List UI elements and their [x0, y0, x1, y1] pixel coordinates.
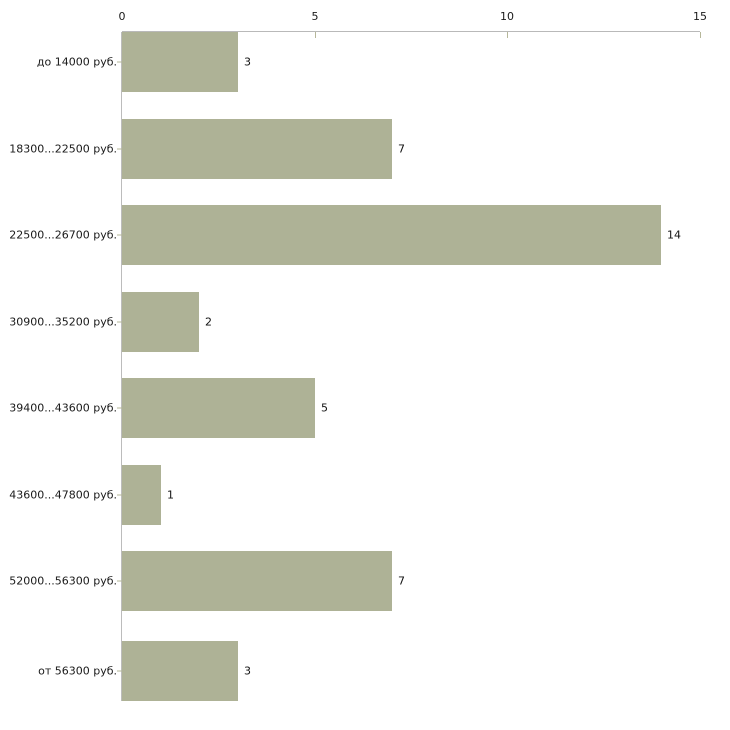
x-axis-tick-5: [315, 32, 316, 38]
x-axis-line: [122, 31, 700, 32]
category-label: 39400...43600 руб.: [9, 401, 117, 415]
category-label: 18300...22500 руб.: [9, 142, 117, 156]
bar-row: до 14000 руб. 3: [0, 32, 730, 92]
category-tick: [117, 580, 122, 582]
category-label: от 56300 руб.: [38, 664, 117, 678]
category-tick: [117, 407, 122, 409]
bar-value-label: 7: [398, 142, 405, 156]
category-label: 22500...26700 руб.: [9, 228, 117, 242]
bar-value-label: 5: [321, 401, 328, 415]
bar-value-label: 1: [167, 488, 174, 502]
category-label: 30900...35200 руб.: [9, 315, 117, 329]
category-tick: [117, 61, 122, 63]
x-axis-tick-label-15: 15: [693, 10, 707, 23]
x-axis-tick-10: [507, 32, 508, 38]
bar-value-label: 3: [244, 55, 251, 69]
bar-value-label: 2: [205, 315, 212, 329]
bar[interactable]: [122, 205, 661, 265]
category-tick: [117, 234, 122, 236]
bar[interactable]: [122, 551, 392, 611]
bar-value-label: 7: [398, 574, 405, 588]
bar-row: 39400...43600 руб. 5: [0, 378, 730, 438]
category-tick: [117, 670, 122, 672]
bar-value-label: 3: [244, 664, 251, 678]
x-axis-tick-label-10: 10: [500, 10, 514, 23]
bar[interactable]: [122, 32, 238, 92]
bar[interactable]: [122, 641, 238, 701]
x-axis-tick-label-5: 5: [311, 10, 319, 23]
bar-value-label: 14: [667, 228, 681, 242]
bar-row: 22500...26700 руб. 14: [0, 205, 730, 265]
category-tick: [117, 148, 122, 150]
category-label: до 14000 руб.: [36, 55, 117, 69]
y-axis-baseline: [121, 32, 122, 701]
bar[interactable]: [122, 119, 392, 179]
category-label: 52000...56300 руб.: [9, 574, 117, 588]
bar-row: 30900...35200 руб. 2: [0, 292, 730, 352]
bar[interactable]: [122, 378, 315, 438]
x-axis-tick-15: [700, 32, 701, 38]
x-axis-tick-label-0: 0: [118, 10, 126, 23]
category-label: 43600...47800 руб.: [9, 488, 117, 502]
bar[interactable]: [122, 465, 161, 525]
bar[interactable]: [122, 292, 199, 352]
bar-row: от 56300 руб. 3: [0, 641, 730, 701]
bar-row: 52000...56300 руб. 7: [0, 551, 730, 611]
bar-row: 43600...47800 руб. 1: [0, 465, 730, 525]
category-tick: [117, 494, 122, 496]
bar-row: 18300...22500 руб. 7: [0, 119, 730, 179]
category-tick: [117, 321, 122, 323]
